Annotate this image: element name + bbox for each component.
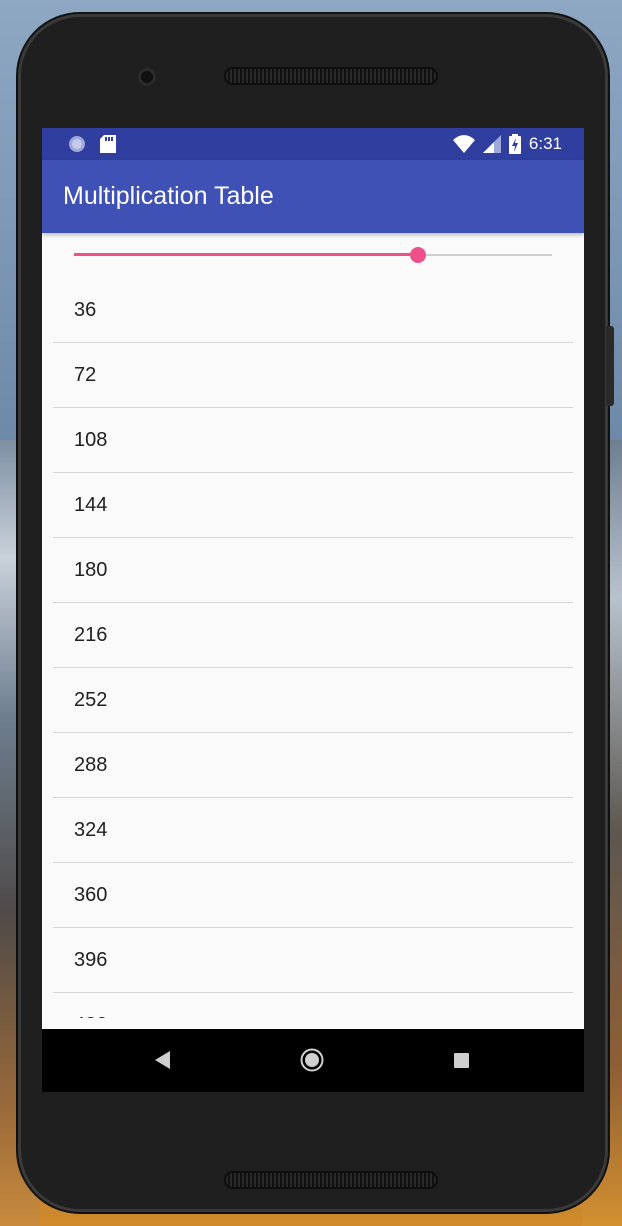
list-item-value: 360 — [74, 883, 108, 906]
app-title: Multiplication Table — [63, 182, 274, 210]
list-item-value: 324 — [74, 818, 108, 841]
list-item-value: 396 — [74, 948, 108, 971]
multiplication-list[interactable]: 36 72 108 144 180 216 252 288 324 360 396 432 — [53, 278, 573, 1018]
list-item-value: 216 — [74, 623, 108, 646]
list-item[interactable]: 432 — [53, 993, 573, 1019]
navigation-bar — [42, 1029, 584, 1092]
multiplier-slider[interactable] — [74, 247, 552, 263]
sync-icon — [69, 136, 85, 152]
back-icon[interactable] — [154, 1051, 172, 1069]
list-item[interactable]: 36 — [53, 278, 573, 343]
list-item-value: 72 — [74, 363, 97, 386]
list-item-value: 36 — [74, 298, 97, 321]
list-item[interactable]: 288 — [53, 733, 573, 798]
wifi-icon — [452, 135, 475, 153]
list-item-value: 432 — [74, 1014, 107, 1019]
list-item[interactable]: 72 — [53, 343, 573, 408]
list-item-value: 252 — [74, 688, 108, 711]
list-item[interactable]: 216 — [53, 603, 573, 668]
app-bar: Multiplication Table — [42, 160, 584, 233]
list-item[interactable]: 360 — [53, 863, 573, 928]
status-bar: 6:31 — [42, 128, 584, 160]
battery-charging-icon — [508, 134, 521, 154]
list-item-value: 144 — [74, 493, 108, 516]
list-item-value: 288 — [74, 753, 108, 776]
signal-icon — [482, 135, 501, 153]
list-item[interactable]: 180 — [53, 538, 573, 603]
front-camera — [138, 68, 156, 86]
list-item[interactable]: 108 — [53, 408, 573, 473]
list-item[interactable]: 324 — [53, 798, 573, 863]
home-icon[interactable] — [300, 1048, 324, 1072]
list-item-value: 180 — [74, 558, 108, 581]
sd-card-icon — [100, 135, 116, 153]
status-time: 6:31 — [528, 134, 562, 153]
device-screen: 6:31 Multiplication Table 36 72 108 144 180 2… — [42, 128, 584, 1092]
list-item-value: 108 — [74, 428, 108, 451]
bottom-speaker — [224, 1171, 438, 1189]
recents-icon[interactable] — [454, 1053, 469, 1068]
slider-fill — [74, 253, 419, 256]
list-item[interactable]: 144 — [53, 473, 573, 538]
top-speaker — [224, 67, 438, 85]
power-button — [606, 326, 614, 406]
list-item[interactable]: 252 — [53, 668, 573, 733]
slider-thumb[interactable] — [410, 247, 427, 263]
list-item[interactable]: 396 — [53, 928, 573, 993]
